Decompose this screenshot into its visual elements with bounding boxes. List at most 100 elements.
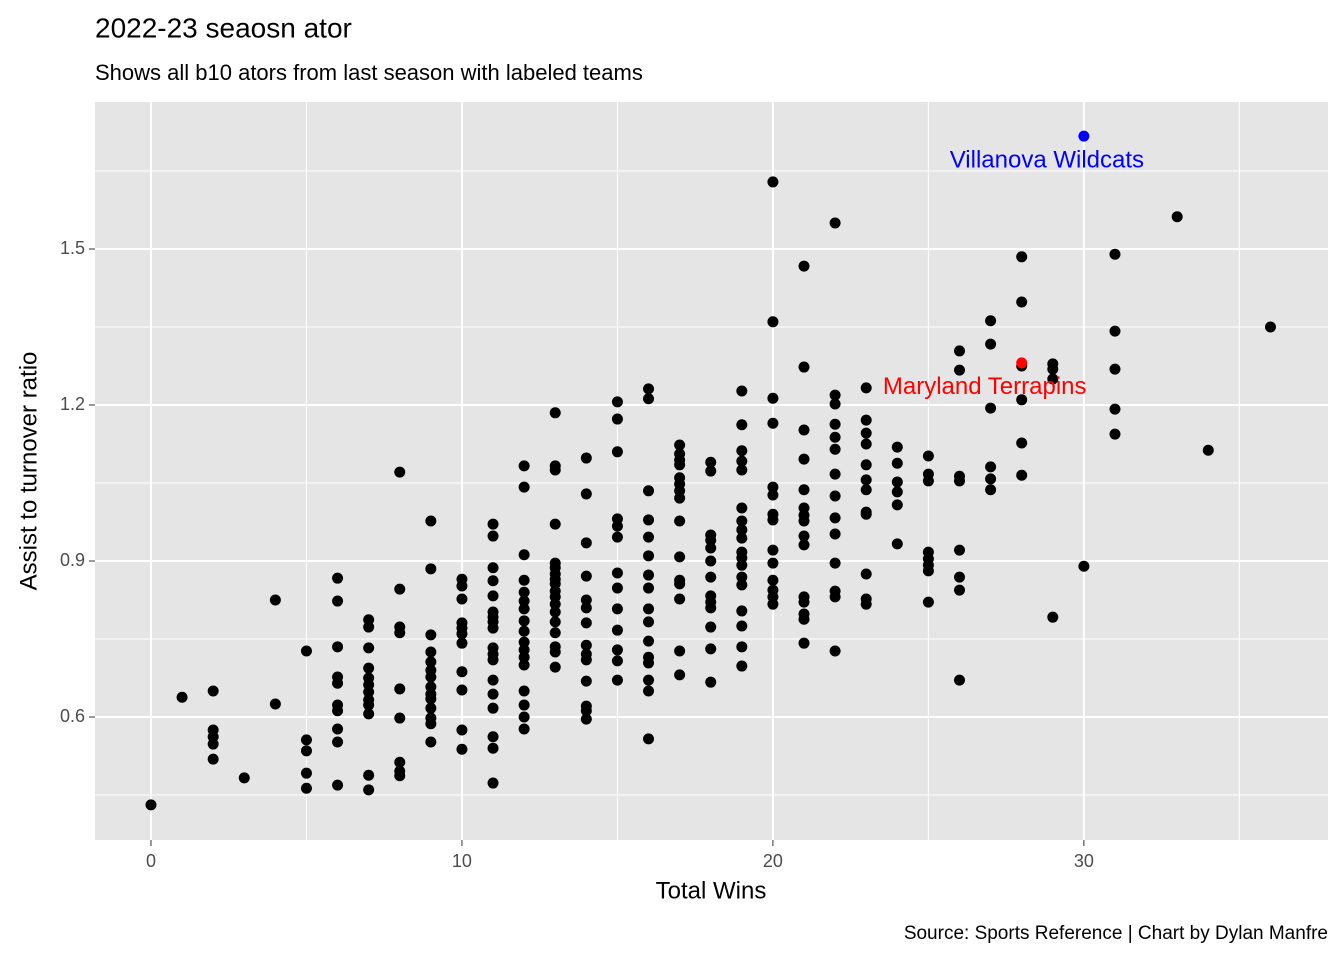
point: [798, 361, 810, 373]
point: [332, 723, 344, 735]
point: [207, 753, 219, 765]
point: [425, 702, 437, 714]
x-tick-label: 30: [1074, 851, 1094, 871]
point: [953, 364, 965, 376]
point: [363, 699, 375, 711]
point: [580, 452, 592, 464]
point: [300, 782, 312, 794]
point: [487, 674, 499, 686]
point: [456, 637, 468, 649]
point: [985, 473, 997, 485]
point: [736, 502, 748, 514]
point: [643, 616, 655, 628]
point: [767, 598, 779, 610]
point: [643, 582, 655, 594]
point: [549, 627, 561, 639]
x-tick-label: 10: [452, 851, 472, 871]
point: [674, 515, 686, 527]
point: [487, 590, 499, 602]
point: [549, 606, 561, 618]
point: [798, 530, 810, 542]
point: [736, 571, 748, 583]
point: [985, 402, 997, 414]
point: [705, 571, 717, 583]
point: [394, 683, 406, 695]
point: [922, 596, 934, 608]
point: [1109, 428, 1121, 440]
point: [767, 392, 779, 404]
point: [736, 579, 748, 591]
point: [332, 779, 344, 791]
point: [549, 598, 561, 610]
point: [518, 481, 530, 493]
point: [394, 756, 406, 768]
point: [1109, 403, 1121, 415]
point: [425, 629, 437, 641]
point: [518, 549, 530, 561]
point: [643, 393, 655, 405]
point: [767, 417, 779, 429]
point: [953, 571, 965, 583]
point: [1016, 251, 1028, 263]
point: [549, 407, 561, 419]
point: [549, 646, 561, 658]
point: [549, 661, 561, 673]
point: [549, 616, 561, 628]
point: [425, 646, 437, 658]
point: [456, 724, 468, 736]
point: [953, 475, 965, 487]
point: [736, 385, 748, 397]
caption: Source: Sports Reference | Chart by Dyla…: [904, 923, 1328, 944]
point: [487, 731, 499, 743]
point: [456, 580, 468, 592]
y-tick-label: 1.2: [60, 394, 85, 414]
point: [363, 708, 375, 720]
point: [767, 481, 779, 493]
point: [643, 657, 655, 669]
point: [643, 383, 655, 395]
point: [487, 742, 499, 754]
point: [580, 713, 592, 725]
point: [611, 624, 623, 636]
x-axis-label: Total Wins: [656, 877, 767, 904]
point: [611, 396, 623, 408]
point: [767, 514, 779, 526]
point: [705, 643, 717, 655]
point: [705, 676, 717, 688]
point: [953, 584, 965, 596]
point: [674, 492, 686, 504]
point: [363, 621, 375, 633]
point: [829, 512, 841, 524]
point: [985, 484, 997, 496]
point: [363, 769, 375, 781]
point: [363, 784, 375, 796]
point: [705, 456, 717, 468]
point: [891, 441, 903, 453]
point: [456, 628, 468, 640]
point: [363, 662, 375, 674]
point: [891, 538, 903, 550]
point: [798, 539, 810, 551]
point: [580, 639, 592, 651]
point: [332, 736, 344, 748]
point: [674, 551, 686, 563]
y-axis-label: Assist to turnover ratio: [15, 352, 42, 591]
point: [611, 674, 623, 686]
point: [705, 465, 717, 477]
point: [643, 485, 655, 497]
point: [860, 427, 872, 439]
point: [425, 693, 437, 705]
point: [736, 605, 748, 617]
point: [829, 398, 841, 410]
point: [394, 770, 406, 782]
point: [518, 625, 530, 637]
point: [394, 466, 406, 478]
point: [798, 260, 810, 272]
point: [705, 534, 717, 546]
point: [332, 705, 344, 717]
point: [1016, 469, 1028, 481]
point: [580, 654, 592, 666]
point: [300, 767, 312, 779]
point: [736, 455, 748, 467]
point: [736, 515, 748, 527]
